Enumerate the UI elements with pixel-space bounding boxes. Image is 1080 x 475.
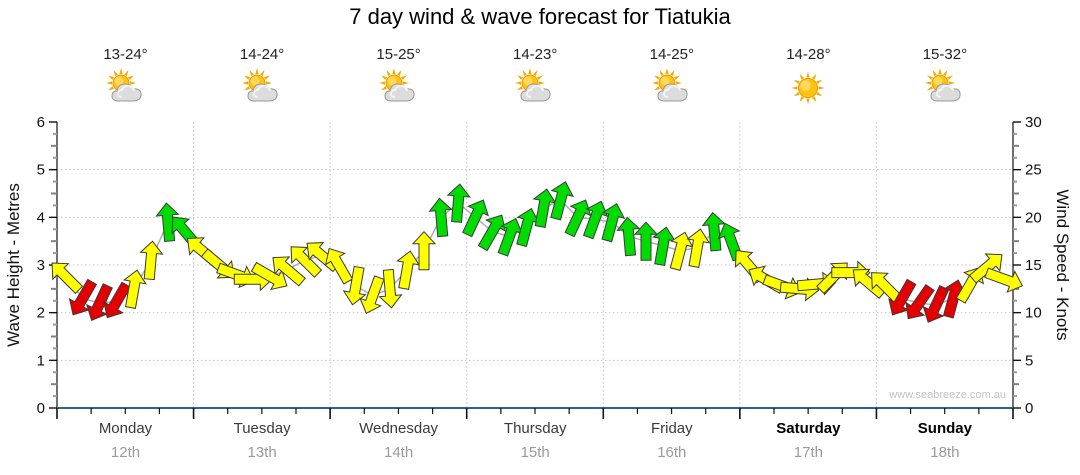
day-name-label: Wednesday: [359, 420, 439, 437]
temp-range: 15-32°: [922, 46, 968, 63]
partly-cloudy-icon: [876, 64, 1013, 112]
left-axis-tick-label: 3: [37, 257, 45, 274]
axis-ticks: [49, 121, 1021, 419]
day-date-label: 15th: [520, 444, 550, 461]
day-name-label: Monday: [98, 420, 153, 437]
day-date-label: 14th: [383, 444, 414, 461]
cloud-icon: [110, 83, 142, 102]
cloud-icon: [247, 83, 278, 102]
cloud-icon: [520, 83, 551, 102]
wind-arrow-icon: [616, 216, 641, 257]
wind-arrow-icon: [922, 285, 950, 323]
wind-arrow-icon: [359, 275, 385, 315]
right-axis-tick-label: 15: [1025, 257, 1042, 274]
right-axis-tick-label: 30: [1025, 114, 1042, 131]
day-date-label: 12th: [110, 444, 141, 461]
day-date-label: 18th: [930, 444, 960, 461]
sunny-icon: [740, 64, 877, 112]
day-name-label: Thursday: [503, 420, 567, 437]
day-name-label: Saturday: [776, 420, 841, 437]
left-axis-tick-label: 2: [37, 305, 45, 322]
wind-arrow-icon: [103, 281, 132, 319]
wind-arrow-icon: [852, 268, 887, 299]
partly-cloudy-icon: [603, 64, 740, 112]
page-title: 7 day wind & wave forecast for Tiatukia: [349, 4, 731, 29]
right-axis-tick-label: 0: [1025, 400, 1033, 417]
partly-cloudy-icon: [57, 64, 194, 112]
wind-arrow-icon: [446, 183, 471, 223]
temp-range: 14-25°: [649, 46, 694, 63]
wind-arrow-icon: [686, 228, 711, 268]
temp-range: 14-28°: [786, 46, 831, 63]
wind-arrow-icon: [601, 203, 626, 243]
wind-arrow-icon: [324, 247, 354, 285]
wind-arrow-icon: [85, 283, 113, 321]
day-name-label: Tuesday: [233, 420, 291, 437]
wind-arrow-icon: [582, 200, 609, 240]
day-date-label: 16th: [657, 444, 687, 461]
wind-arrow-icon: [342, 265, 367, 306]
sun-icon: [791, 71, 825, 105]
wind-arrow-icon: [139, 240, 164, 281]
wind-arrow-icon: [564, 199, 592, 238]
wind-arrow-icon: [51, 262, 84, 295]
temp-range: 14-23°: [513, 46, 558, 63]
left-axis-tick-label: 6: [37, 114, 45, 131]
axis-tick-labels: 0 01 52 103 154 205 256 30: [37, 114, 1042, 417]
wind-arrow-icon: [272, 256, 306, 287]
left-axis-tick-label: 0: [37, 400, 45, 417]
temp-range: 13-24°: [103, 46, 148, 63]
wind-arrow-icon: [378, 268, 403, 309]
right-axis-tick-label: 25: [1025, 162, 1042, 179]
cloud-icon: [930, 83, 961, 102]
partly-cloudy-icon: [467, 64, 604, 112]
wind-arrow-icon: [122, 269, 147, 309]
day-name-label: Friday: [650, 420, 693, 437]
left-axis-tick-label: 1: [37, 352, 45, 369]
right-axis-tick-label: 20: [1025, 209, 1042, 226]
left-axis-tick-label: 5: [37, 162, 45, 179]
wind-arrow-icon: [550, 181, 575, 221]
temp-range: 14-24°: [239, 46, 285, 63]
wind-arrow-icon: [477, 214, 507, 252]
wind-arrow-icon: [396, 250, 421, 290]
cloud-icon: [384, 83, 415, 102]
wind-arrow-icon: [290, 246, 323, 278]
wind-arrow-icon: [984, 267, 1024, 293]
gridlines: [57, 122, 1013, 408]
right-axis-tick-label: 10: [1025, 305, 1042, 322]
wind-arrow-icon: [701, 211, 726, 252]
wind-arrow-icon: [968, 253, 1003, 284]
wind-arrow-icon: [411, 230, 437, 271]
wind-arrow-icon: [428, 197, 453, 238]
left-axis-tick-label: 4: [37, 209, 45, 226]
day-name-label: Sunday: [917, 420, 972, 437]
right-axis-tick-label: 5: [1025, 352, 1033, 369]
partly-cloudy-icon: [194, 64, 331, 112]
temp-range: 15-25°: [376, 46, 421, 63]
watermark: www.seabreeze.com.au: [889, 389, 1006, 401]
day-date-label: 17th: [793, 444, 823, 461]
wind-arrow-icon: [905, 283, 935, 320]
wind-arrow-icon: [633, 221, 659, 261]
partly-cloudy-icon: [330, 64, 467, 112]
day-date-label: 13th: [247, 444, 277, 461]
wind-arrows: [51, 181, 1024, 323]
wind-arrow-icon: [462, 199, 490, 238]
cloud-icon: [657, 83, 688, 102]
wind-arrow-icon: [669, 231, 694, 271]
